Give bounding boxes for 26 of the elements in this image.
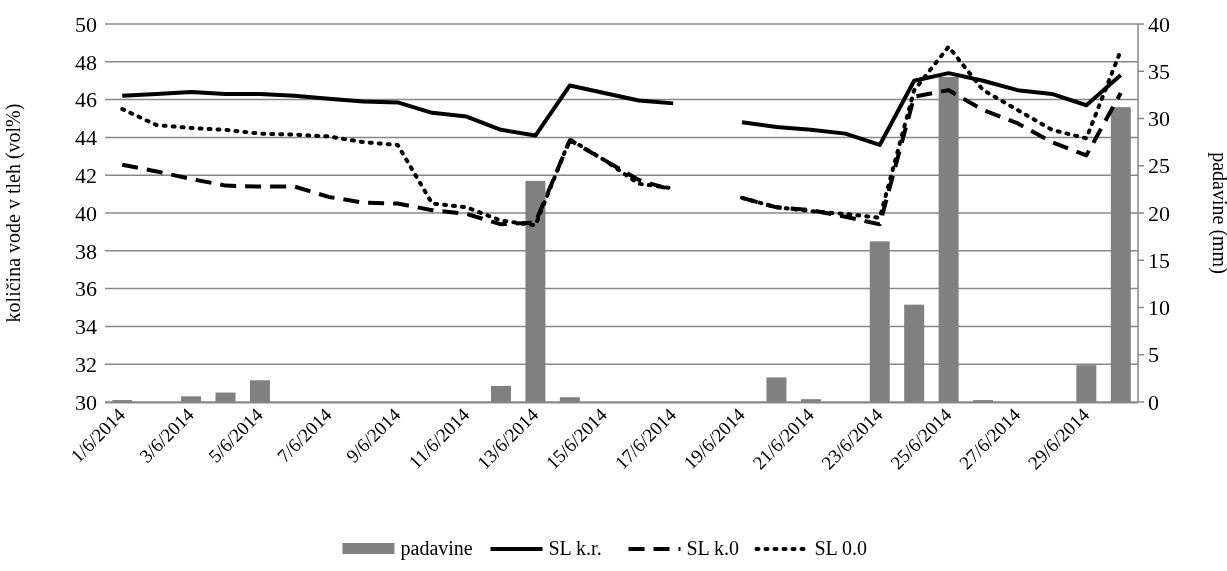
y2-axis-title: padavine (mm)	[1208, 152, 1227, 274]
y-tick-label: 40	[75, 200, 97, 226]
legend-label: SL k.0	[686, 537, 740, 559]
y-tick-label: 36	[75, 276, 97, 302]
y2-tick-label: 10	[1148, 295, 1170, 321]
y2-tick-label: 30	[1148, 106, 1170, 132]
y2-tick-label: 20	[1148, 200, 1170, 226]
y-tick-label: 46	[75, 87, 97, 113]
y-tick-label: 48	[75, 49, 97, 75]
y-tick-label: 38	[75, 238, 97, 264]
legend-label: SL k.r.	[548, 537, 602, 559]
y2-tick-label: 25	[1148, 153, 1170, 179]
y2-tick-label: 15	[1148, 247, 1170, 273]
y-tick-label: 50	[75, 11, 97, 37]
y-tick-label: 30	[75, 389, 97, 415]
y-tick-label: 32	[75, 351, 97, 377]
y-tick-label: 34	[75, 314, 97, 340]
legend-label: padavine	[400, 537, 473, 560]
legend-label: SL 0.0	[814, 537, 868, 559]
y2-tick-label: 35	[1148, 58, 1170, 84]
y-tick-label: 42	[75, 162, 97, 188]
y2-tick-label: 0	[1148, 389, 1159, 415]
y-axis-title: količina vode v tleh (vol%)	[2, 103, 25, 323]
y-tick-label: 44	[75, 125, 97, 151]
y2-tick-label: 5	[1148, 342, 1159, 368]
y2-tick-label: 40	[1148, 11, 1170, 37]
